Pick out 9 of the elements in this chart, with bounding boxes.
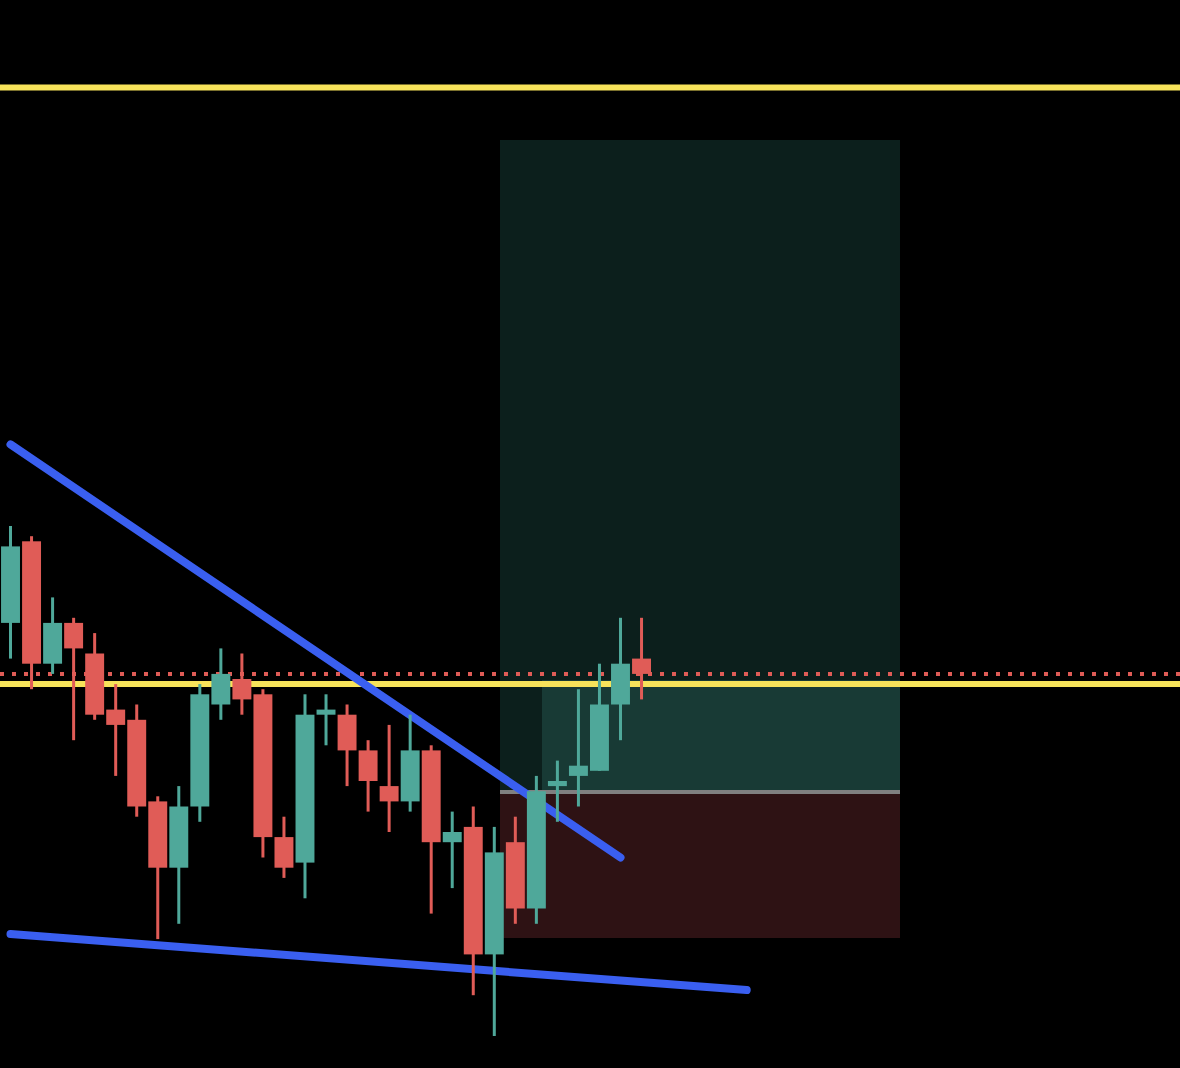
candlestick: [379, 723, 399, 834]
candlestick: [43, 595, 63, 676]
candlestick: [337, 703, 357, 788]
candlestick: [547, 759, 567, 824]
candlestick: [274, 815, 294, 880]
candlestick: [611, 616, 630, 742]
candlestick: [442, 810, 462, 890]
candlestick: [316, 692, 336, 747]
candlestick: [358, 738, 378, 814]
